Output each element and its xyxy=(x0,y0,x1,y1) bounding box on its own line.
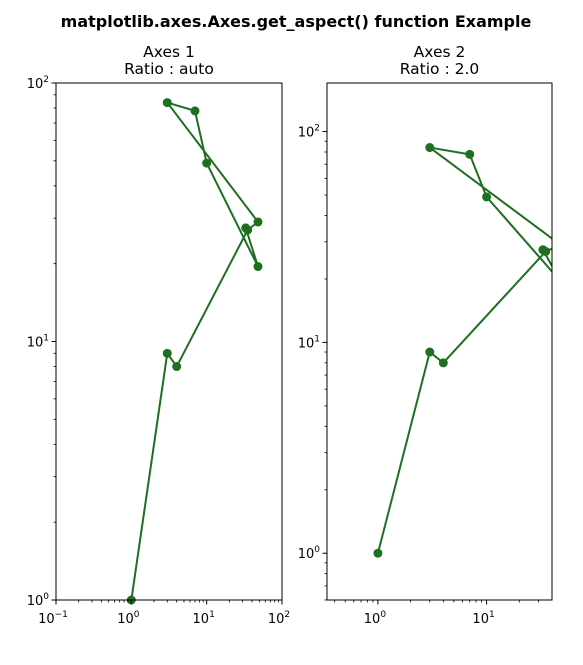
data-point xyxy=(162,348,172,358)
series-line xyxy=(130,101,259,601)
x-tick-label: 102 xyxy=(268,610,290,627)
series-line xyxy=(376,146,552,554)
data-point xyxy=(190,106,200,116)
data-point xyxy=(425,143,435,153)
y-tick-label: 102 xyxy=(298,124,320,141)
y-tick-label: 100 xyxy=(298,545,321,562)
figure-suptitle: matplotlib.axes.Axes.get_aspect() functi… xyxy=(61,12,532,31)
minor-ticks xyxy=(53,94,279,603)
data-point xyxy=(162,98,172,108)
data-point xyxy=(172,362,182,372)
x-tick-label: 101 xyxy=(472,610,494,627)
data-point xyxy=(556,277,565,286)
data-point xyxy=(373,548,383,558)
data-point xyxy=(556,240,565,249)
y-tick-label: 101 xyxy=(298,334,320,351)
axes-title: Axes 2 xyxy=(414,43,466,61)
axes-subtitle: Ratio : auto xyxy=(124,60,214,78)
data-point xyxy=(253,262,263,272)
x-tick-label: 100 xyxy=(117,610,140,627)
axes-frame xyxy=(55,82,283,601)
data-point xyxy=(202,158,212,168)
data-point xyxy=(253,217,263,227)
data-point xyxy=(538,245,548,255)
series-1 xyxy=(126,98,263,605)
x-tick-label: 10−1 xyxy=(38,610,68,627)
minor-ticks xyxy=(324,140,539,603)
y-tick-label: 102 xyxy=(27,75,49,92)
data-point xyxy=(425,347,435,357)
y-tick-label: 101 xyxy=(27,334,49,351)
series-1 xyxy=(373,143,565,558)
data-point xyxy=(438,358,448,368)
axes-subtitle: Ratio : 2.0 xyxy=(400,60,480,78)
axes-frame xyxy=(326,82,553,601)
axes-title: Axes 1 xyxy=(143,43,195,61)
x-tick-label: 100 xyxy=(364,610,387,627)
data-point xyxy=(241,223,251,233)
x-tick-label: 101 xyxy=(193,610,215,627)
y-tick-label: 100 xyxy=(27,592,50,609)
data-point xyxy=(465,149,475,159)
data-point xyxy=(482,192,492,202)
